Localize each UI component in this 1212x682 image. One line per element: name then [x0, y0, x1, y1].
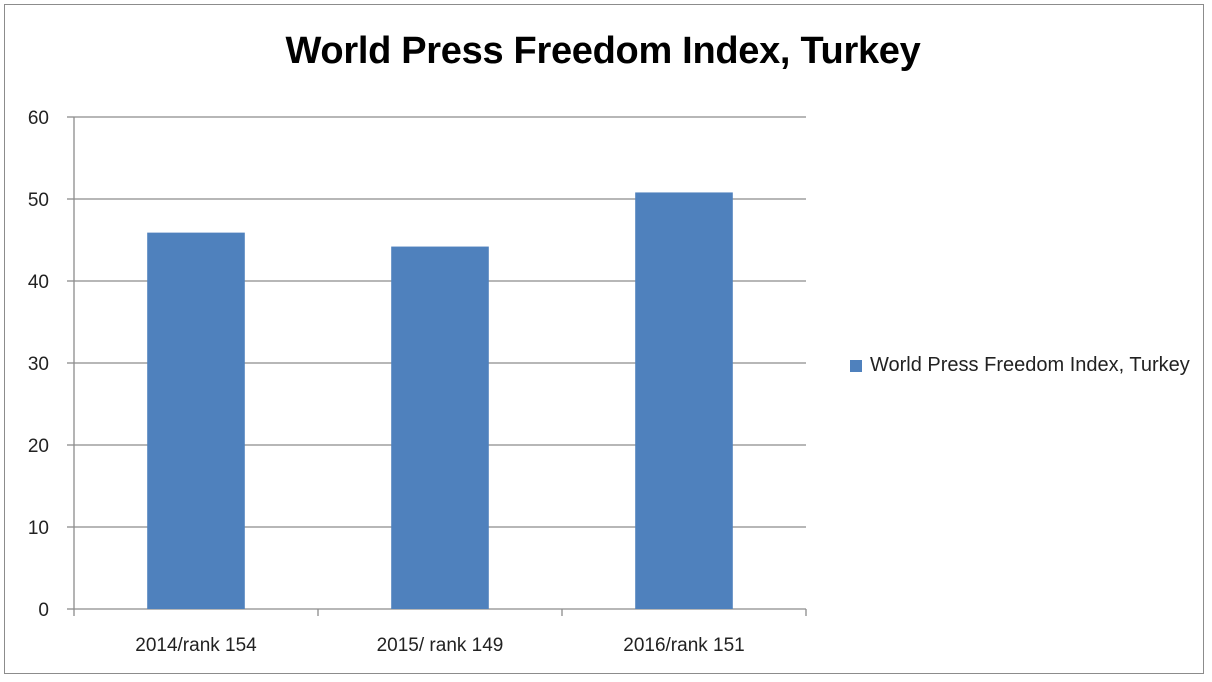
bar — [147, 232, 245, 609]
x-tick-label: 2014/rank 154 — [135, 635, 257, 656]
bar — [391, 246, 489, 609]
legend-label: World Press Freedom Index, Turkey — [870, 354, 1190, 376]
y-tick-label: 60 — [28, 108, 49, 129]
y-tick-label: 40 — [28, 272, 49, 293]
chart-title: World Press Freedom Index, Turkey — [285, 30, 921, 72]
y-tick-label: 20 — [28, 436, 49, 457]
x-tick-label: 2015/ rank 149 — [377, 635, 504, 656]
legend-swatch — [850, 360, 862, 372]
y-tick-label: 10 — [28, 518, 49, 539]
y-tick-label: 30 — [28, 354, 49, 375]
bar — [635, 192, 733, 609]
y-tick-label: 50 — [28, 190, 49, 211]
x-tick-label: 2016/rank 151 — [623, 635, 745, 656]
y-tick-label: 0 — [38, 600, 49, 621]
